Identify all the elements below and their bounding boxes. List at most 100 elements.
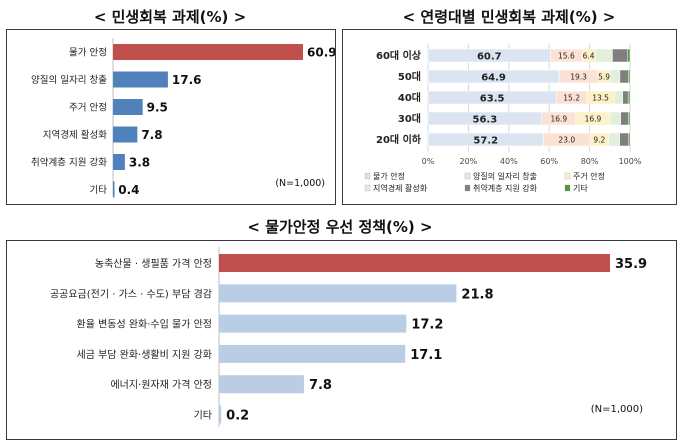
- chart1-category-label: 취약계층 지원 강화: [31, 157, 107, 169]
- chart1-bar: [113, 71, 168, 88]
- chart2-value-label: 19.3: [570, 73, 587, 82]
- chart2-legend-label: 양질의 일자리 창출: [473, 171, 537, 181]
- chart2-value-label: 6.4: [583, 52, 595, 61]
- chart2-x-tick: 20%: [460, 157, 478, 166]
- chart2-value-label: 16.9: [585, 115, 602, 124]
- chart3-panel: 농축산물 · 생필품 가격 안정 35.9 공공요금(전기 · 가스 · 수도) 부…: [6, 240, 677, 440]
- chart1-category-label: 양질의 일자리 창출: [31, 74, 107, 86]
- chart2-segment: [628, 69, 631, 84]
- chart2-category-label: 30대: [398, 112, 421, 125]
- chart2-x-tick: 40%: [500, 157, 518, 166]
- chart1-category-label: 물가 안정: [69, 48, 107, 59]
- chart1-note: (N=1,000): [275, 178, 325, 189]
- chart3-value-label: 21.8: [461, 287, 493, 302]
- chart2-segment: [608, 132, 620, 147]
- chart3-category-label: 공공요금(전기 · 가스 · 수도) 부담 경감: [50, 287, 212, 300]
- chart1-value-label: 9.5: [147, 101, 168, 115]
- chart3-value-label: 35.9: [615, 257, 647, 272]
- chart2-segment: [594, 48, 613, 63]
- chart1-category-label: 지역경제 활성화: [43, 129, 107, 141]
- chart2-segment: [627, 90, 631, 105]
- chart1-plot: 물가 안정 60.9 양질의 일자리 창출 17.6 주거 안정 9.5 지역경제 활성화 7…: [31, 38, 335, 198]
- chart1-value-label: 17.6: [172, 73, 202, 87]
- chart2-value-label: 13.5: [592, 94, 609, 103]
- chart3-category-label: 세금 부담 완화·생활비 지원 강화: [77, 348, 213, 361]
- chart2-legend-label: 기타: [573, 184, 588, 193]
- chart1-category-label: 기타: [90, 185, 108, 196]
- chart3-value-label: 17.2: [411, 318, 443, 333]
- chart2-legend-label: 주거 안정: [573, 171, 605, 181]
- chart1-bar: [113, 181, 115, 198]
- chart2-value-label: 16.9: [550, 115, 567, 124]
- chart2-legend-swatch: [564, 184, 571, 192]
- chart2-value-label: 64.9: [481, 73, 506, 84]
- chart2-legend-swatch: [364, 172, 371, 180]
- chart2-category-label: 50대: [398, 70, 421, 83]
- chart2-panel: 0% 20% 40% 60% 80% 100% 60대 이상 60.7 15.6 6.4 50대 64…: [342, 29, 677, 205]
- chart2-title: < 연령대별 민생회복 과제(%) >: [402, 8, 616, 26]
- chart3-value-label: 0.2: [226, 409, 249, 424]
- chart3-plot: 농축산물 · 생필품 가격 안정 35.9 공공요금(전기 · 가스 · 수도) 부…: [50, 247, 647, 427]
- chart2-value-label: 15.6: [558, 52, 575, 61]
- chart1-bar: [113, 44, 303, 60]
- chart2-legend-swatch: [464, 172, 471, 180]
- chart2-legend-label: 물가 안정: [373, 171, 405, 181]
- chart2-value-label: 63.5: [480, 94, 505, 105]
- chart2-plot: 0% 20% 40% 60% 80% 100% 60대 이상 60.7 15.6 6.4 50대 64…: [364, 44, 642, 193]
- chart2-value-label: 5.9: [598, 73, 610, 82]
- chart2-category-label: 20대 이하: [376, 133, 422, 146]
- chart2-value-label: 23.0: [558, 136, 575, 145]
- chart2-legend-swatch: [464, 184, 471, 192]
- chart2-segment: [622, 90, 629, 105]
- chart2-legend-label: 지역경제 활성화: [373, 183, 428, 193]
- chart2-category-label: 40대: [398, 91, 421, 104]
- chart2-value-label: 56.3: [473, 115, 498, 126]
- chart3-value-label: 17.1: [410, 348, 442, 363]
- chart2-segment: [609, 69, 621, 84]
- chart2-segment: [612, 48, 629, 63]
- chart1-bar: [113, 154, 125, 170]
- chart2-category-label: 60대 이상: [376, 49, 422, 62]
- chart2-value-label: 57.2: [473, 136, 498, 147]
- chart2-value-label: 9.2: [593, 136, 605, 145]
- chart1-value-label: 60.9: [307, 46, 335, 60]
- chart1-title: < 민생회복 과제(%) >: [93, 8, 247, 26]
- chart1-category-label: 주거 안정: [69, 103, 107, 114]
- chart2-segment: [609, 111, 621, 126]
- chart3-category-label: 환율 변동성 완화·수입 물가 안정: [77, 318, 213, 331]
- chart2-segment: [628, 132, 631, 147]
- chart3-category-label: 에너지·원자재 가격 안정: [110, 378, 212, 391]
- chart2-segment: [619, 69, 629, 84]
- chart1-value-label: 3.8: [129, 156, 150, 170]
- chart2-legend-swatch: [364, 184, 371, 192]
- chart3-category-label: 기타: [194, 410, 212, 422]
- chart2-value-label: 15.2: [563, 94, 580, 103]
- chart1-bar: [113, 99, 143, 115]
- chart3-bar: [219, 254, 610, 272]
- chart2-segment: [619, 132, 630, 147]
- chart2-segment: [620, 111, 629, 126]
- chart2-x-tick: 80%: [581, 157, 599, 166]
- chart2-legend-label: 취약계층 지원 강화: [473, 183, 538, 193]
- chart2-segment: [628, 111, 631, 126]
- chart3-title: < 물가안정 우선 정책(%) >: [247, 218, 433, 236]
- chart3-note: (N=1,000): [591, 404, 643, 415]
- chart3-bar: [219, 375, 304, 394]
- chart2-segment: [627, 48, 631, 63]
- chart1-bar: [113, 126, 138, 143]
- chart1-value-label: 0.4: [118, 183, 139, 197]
- chart2-segment: [613, 90, 623, 105]
- chart2-x-tick: 60%: [540, 157, 558, 166]
- chart2-value-label: 60.7: [477, 52, 502, 63]
- chart2-legend-swatch: [564, 172, 571, 180]
- chart2-x-tick: 100%: [619, 157, 642, 166]
- chart3-bar: [219, 284, 457, 303]
- chart3-bar: [219, 344, 406, 363]
- chart3-value-label: 7.8: [309, 378, 332, 393]
- chart3-bar: [219, 314, 407, 333]
- chart1-panel: 물가 안정 60.9 양질의 일자리 창출 17.6 주거 안정 9.5 지역경제 활성화 7…: [6, 29, 336, 205]
- chart3-category-label: 농축산물 · 생필품 가격 안정: [95, 257, 212, 270]
- chart2-x-tick: 0%: [422, 157, 435, 166]
- chart1-value-label: 7.8: [141, 128, 162, 142]
- chart3-bar: [219, 405, 222, 424]
